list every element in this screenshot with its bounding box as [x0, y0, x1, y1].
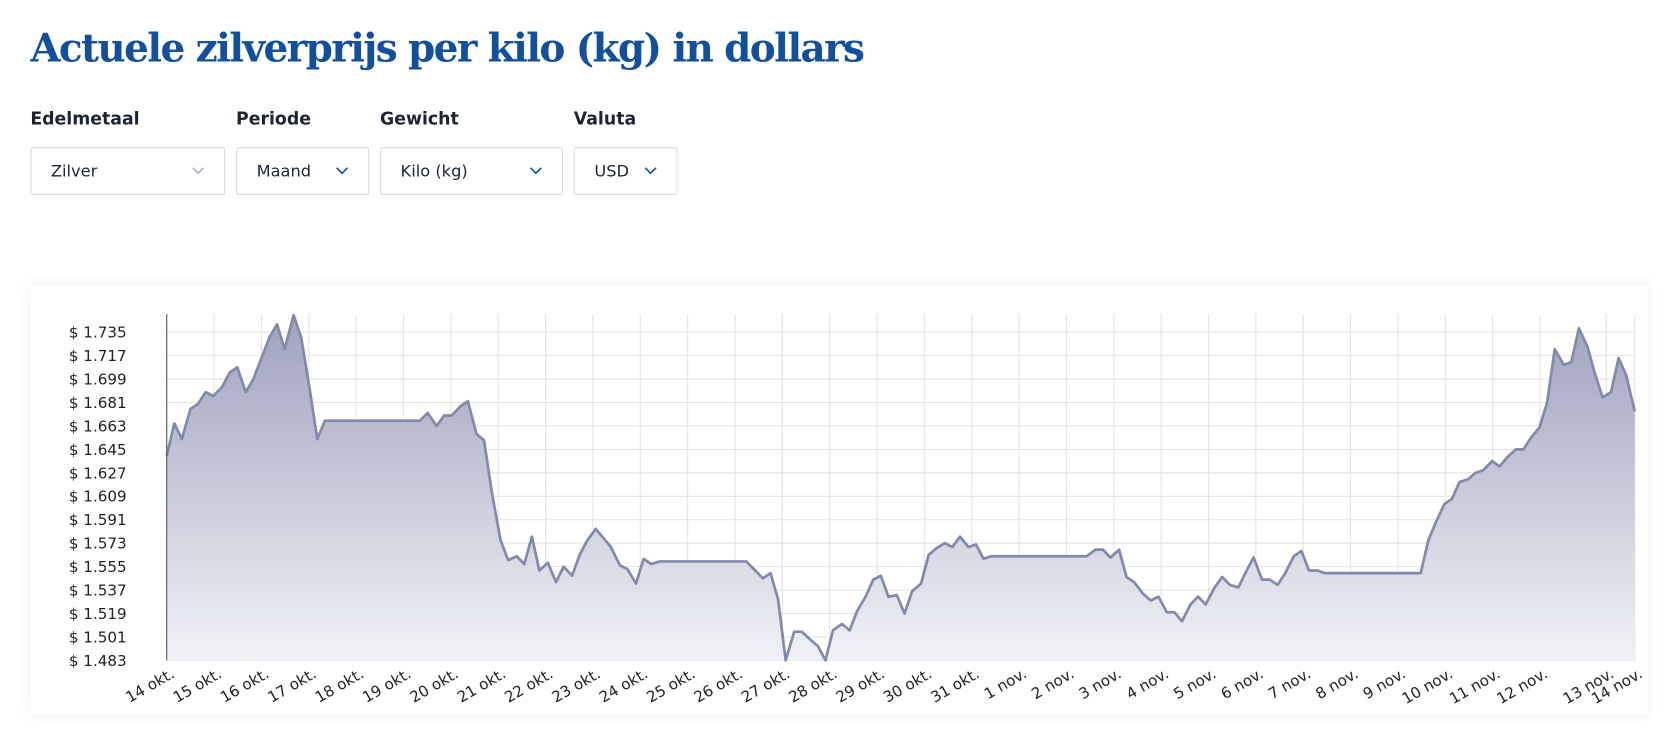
x-tick-label: 23 okt. — [549, 665, 604, 707]
y-tick-label: $ 1.717 — [69, 347, 127, 365]
filter: Periode Maand — [236, 108, 370, 195]
x-tick-label: 21 okt. — [454, 665, 509, 707]
x-tick-label: 22 okt. — [501, 665, 556, 707]
x-tick-label: 4 nov. — [1123, 665, 1172, 704]
y-tick-label: $ 1.663 — [69, 417, 127, 435]
filter-label: Valuta — [573, 108, 637, 129]
dropdown-value: Maand — [256, 161, 312, 181]
dropdown-value: Zilver — [50, 161, 98, 181]
x-tick-label: 1 nov. — [981, 665, 1030, 704]
dropdown[interactable]: Kilo (kg) — [379, 147, 563, 195]
y-tick-label: $ 1.591 — [69, 511, 127, 529]
y-tick-label: $ 1.735 — [69, 324, 127, 342]
x-tick-label: 16 okt. — [217, 665, 272, 707]
y-tick-label: $ 1.609 — [69, 488, 127, 506]
x-tick-label: 28 okt. — [786, 665, 841, 707]
chevron — [529, 167, 542, 175]
x-tick-label: 2 nov. — [1028, 665, 1077, 704]
y-tick-label: $ 1.681 — [69, 394, 127, 412]
x-tick-label: 11 nov. — [1446, 665, 1503, 708]
x-tick-label: 19 okt. — [359, 665, 414, 707]
x-tick-label: 7 nov. — [1265, 665, 1314, 704]
x-tick-label: 26 okt. — [691, 665, 746, 707]
dropdown-value: Kilo (kg) — [400, 161, 468, 181]
y-tick-label: $ 1.555 — [69, 558, 127, 576]
y-tick-label: $ 1.501 — [69, 628, 127, 646]
filter-label: Edelmetaal — [30, 108, 140, 129]
x-tick-label: 24 okt. — [596, 665, 651, 707]
dropdown[interactable]: Maand — [236, 147, 370, 195]
y-tick-label: $ 1.483 — [69, 652, 127, 670]
x-tick-label: 6 nov. — [1218, 665, 1267, 704]
x-tick-label: 25 okt. — [644, 665, 699, 707]
x-tick-label: 20 okt. — [407, 665, 462, 707]
x-tick-label: 17 okt. — [265, 665, 320, 707]
page-title: Actuele zilverprijs per kilo (kg) in dol… — [30, 25, 865, 72]
y-tick-label: $ 1.519 — [69, 605, 127, 623]
area-fill — [166, 315, 1635, 661]
x-tick-label: 3 nov. — [1076, 665, 1125, 704]
x-tick-label: 18 okt. — [312, 665, 367, 707]
filter-label: Periode — [236, 108, 311, 129]
x-tick-label: 8 nov. — [1313, 665, 1362, 704]
x-tick-label: 12 nov. — [1494, 665, 1551, 708]
y-tick-label: $ 1.699 — [69, 370, 127, 388]
filter: Gewicht Kilo (kg) — [379, 108, 563, 195]
x-tick-label: 29 okt. — [833, 665, 888, 707]
x-tick-label: 31 okt. — [928, 665, 983, 707]
dropdown[interactable]: USD — [573, 147, 678, 195]
filter: Valuta USD — [573, 108, 678, 195]
y-tick-label: $ 1.573 — [69, 535, 127, 553]
x-tick-label: 15 okt. — [170, 665, 225, 707]
price-line — [165, 313, 1637, 662]
filter: Edelmetaal Zilver — [30, 108, 226, 195]
y-tick-label: $ 1.537 — [69, 581, 127, 599]
filter-label: Gewicht — [379, 108, 459, 129]
chevron — [336, 167, 349, 175]
dropdown-value: USD — [594, 161, 630, 181]
chevron — [192, 167, 205, 175]
dropdown[interactable]: Zilver — [30, 147, 226, 195]
x-tick-label: 30 okt. — [880, 665, 935, 707]
y-tick-label: $ 1.645 — [69, 441, 127, 459]
x-tick-label: 5 nov. — [1170, 665, 1219, 704]
x-tick-label: 14 okt. — [123, 665, 178, 707]
x-tick-label: 27 okt. — [738, 665, 793, 707]
y-tick-label: $ 1.627 — [69, 464, 127, 482]
x-tick-label: 10 nov. — [1399, 665, 1456, 708]
chevron — [644, 167, 657, 175]
